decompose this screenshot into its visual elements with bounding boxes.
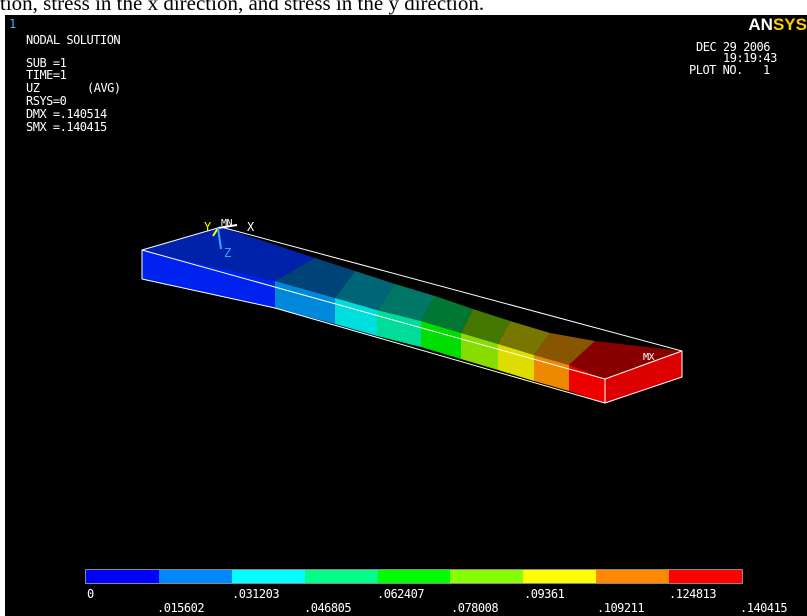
top-face-segment xyxy=(569,341,682,379)
triad-y-label: Y xyxy=(204,220,211,234)
plot-time: 19:19:43 xyxy=(723,51,777,65)
top-face-segment xyxy=(461,309,510,344)
top-face-segment xyxy=(421,296,473,333)
legend-label: .046805 xyxy=(304,601,352,615)
legend-label: .124813 xyxy=(669,587,717,601)
front-face-segment xyxy=(498,344,534,381)
solution-title: NODAL SOLUTION xyxy=(26,33,121,47)
front-face-segment xyxy=(534,355,569,391)
front-face-segment xyxy=(461,333,498,370)
logo-an: AN xyxy=(748,15,773,34)
beam-model xyxy=(141,224,683,404)
triad-x-label: X xyxy=(247,220,254,234)
beam-outline xyxy=(604,350,683,380)
ansys-graphics-window[interactable]: 1 ANSYS NODAL SOLUTION SUB =1 TIME=1 UZ … xyxy=(5,15,807,616)
front-face-segment xyxy=(569,365,605,403)
triad-z-label: Z xyxy=(224,246,231,260)
time-label: TIME=1 xyxy=(26,68,67,82)
triad-y-axis xyxy=(212,227,219,237)
top-face-segment xyxy=(498,321,550,355)
legend-swatch xyxy=(377,570,451,583)
legend-swatch xyxy=(158,570,232,583)
window-number: 1 xyxy=(9,17,17,31)
legend-swatch xyxy=(450,570,524,583)
max-marker: MX xyxy=(643,352,655,363)
front-face-segment xyxy=(142,250,275,308)
legend-label: .09361 xyxy=(524,587,565,601)
legend-label: .140415 xyxy=(740,601,788,615)
legend-swatch xyxy=(304,570,378,583)
dmx-label: DMX =.140514 xyxy=(26,107,107,121)
top-face-segment xyxy=(377,284,435,321)
plot-number: PLOT NO. 1 xyxy=(689,63,770,77)
top-face-segment xyxy=(275,258,355,298)
legend-label: .062407 xyxy=(377,587,425,601)
legend-swatch xyxy=(669,570,743,583)
legend-label: .015602 xyxy=(157,601,205,615)
rsys-label: RSYS=0 xyxy=(26,94,67,108)
avg-label: (AVG) xyxy=(87,81,121,95)
legend-swatch xyxy=(596,570,670,583)
plot-date: DEC 29 2006 xyxy=(696,40,770,54)
legend-label: .031203 xyxy=(232,587,280,601)
beam-outline xyxy=(141,278,606,404)
triad-z-axis xyxy=(217,227,222,250)
end-face xyxy=(605,351,682,403)
top-face-segment xyxy=(534,333,595,365)
legend-swatch xyxy=(86,570,159,583)
result-item-label: UZ xyxy=(26,81,40,95)
contour-legend xyxy=(85,569,743,584)
legend-swatch xyxy=(523,570,597,583)
legend-label: 0 xyxy=(87,587,94,601)
legend-label: .109211 xyxy=(597,601,645,615)
smx-label: SMX =.140415 xyxy=(26,120,107,134)
legend-swatch xyxy=(231,570,305,583)
triad-x-axis xyxy=(217,224,238,229)
legend-label: .078008 xyxy=(451,601,499,615)
front-face-segment xyxy=(335,298,377,336)
beam-outline xyxy=(141,226,683,404)
document-caption: tion, stress in the x direction, and str… xyxy=(0,0,485,15)
substep-label: SUB =1 xyxy=(26,56,67,70)
ansys-logo: ANSYS xyxy=(748,15,807,35)
logo-sys: SYS xyxy=(772,15,807,34)
front-face-segment xyxy=(377,310,421,347)
min-marker: MN xyxy=(221,218,233,229)
top-face-segment xyxy=(335,271,395,310)
top-face-segment xyxy=(142,227,315,281)
